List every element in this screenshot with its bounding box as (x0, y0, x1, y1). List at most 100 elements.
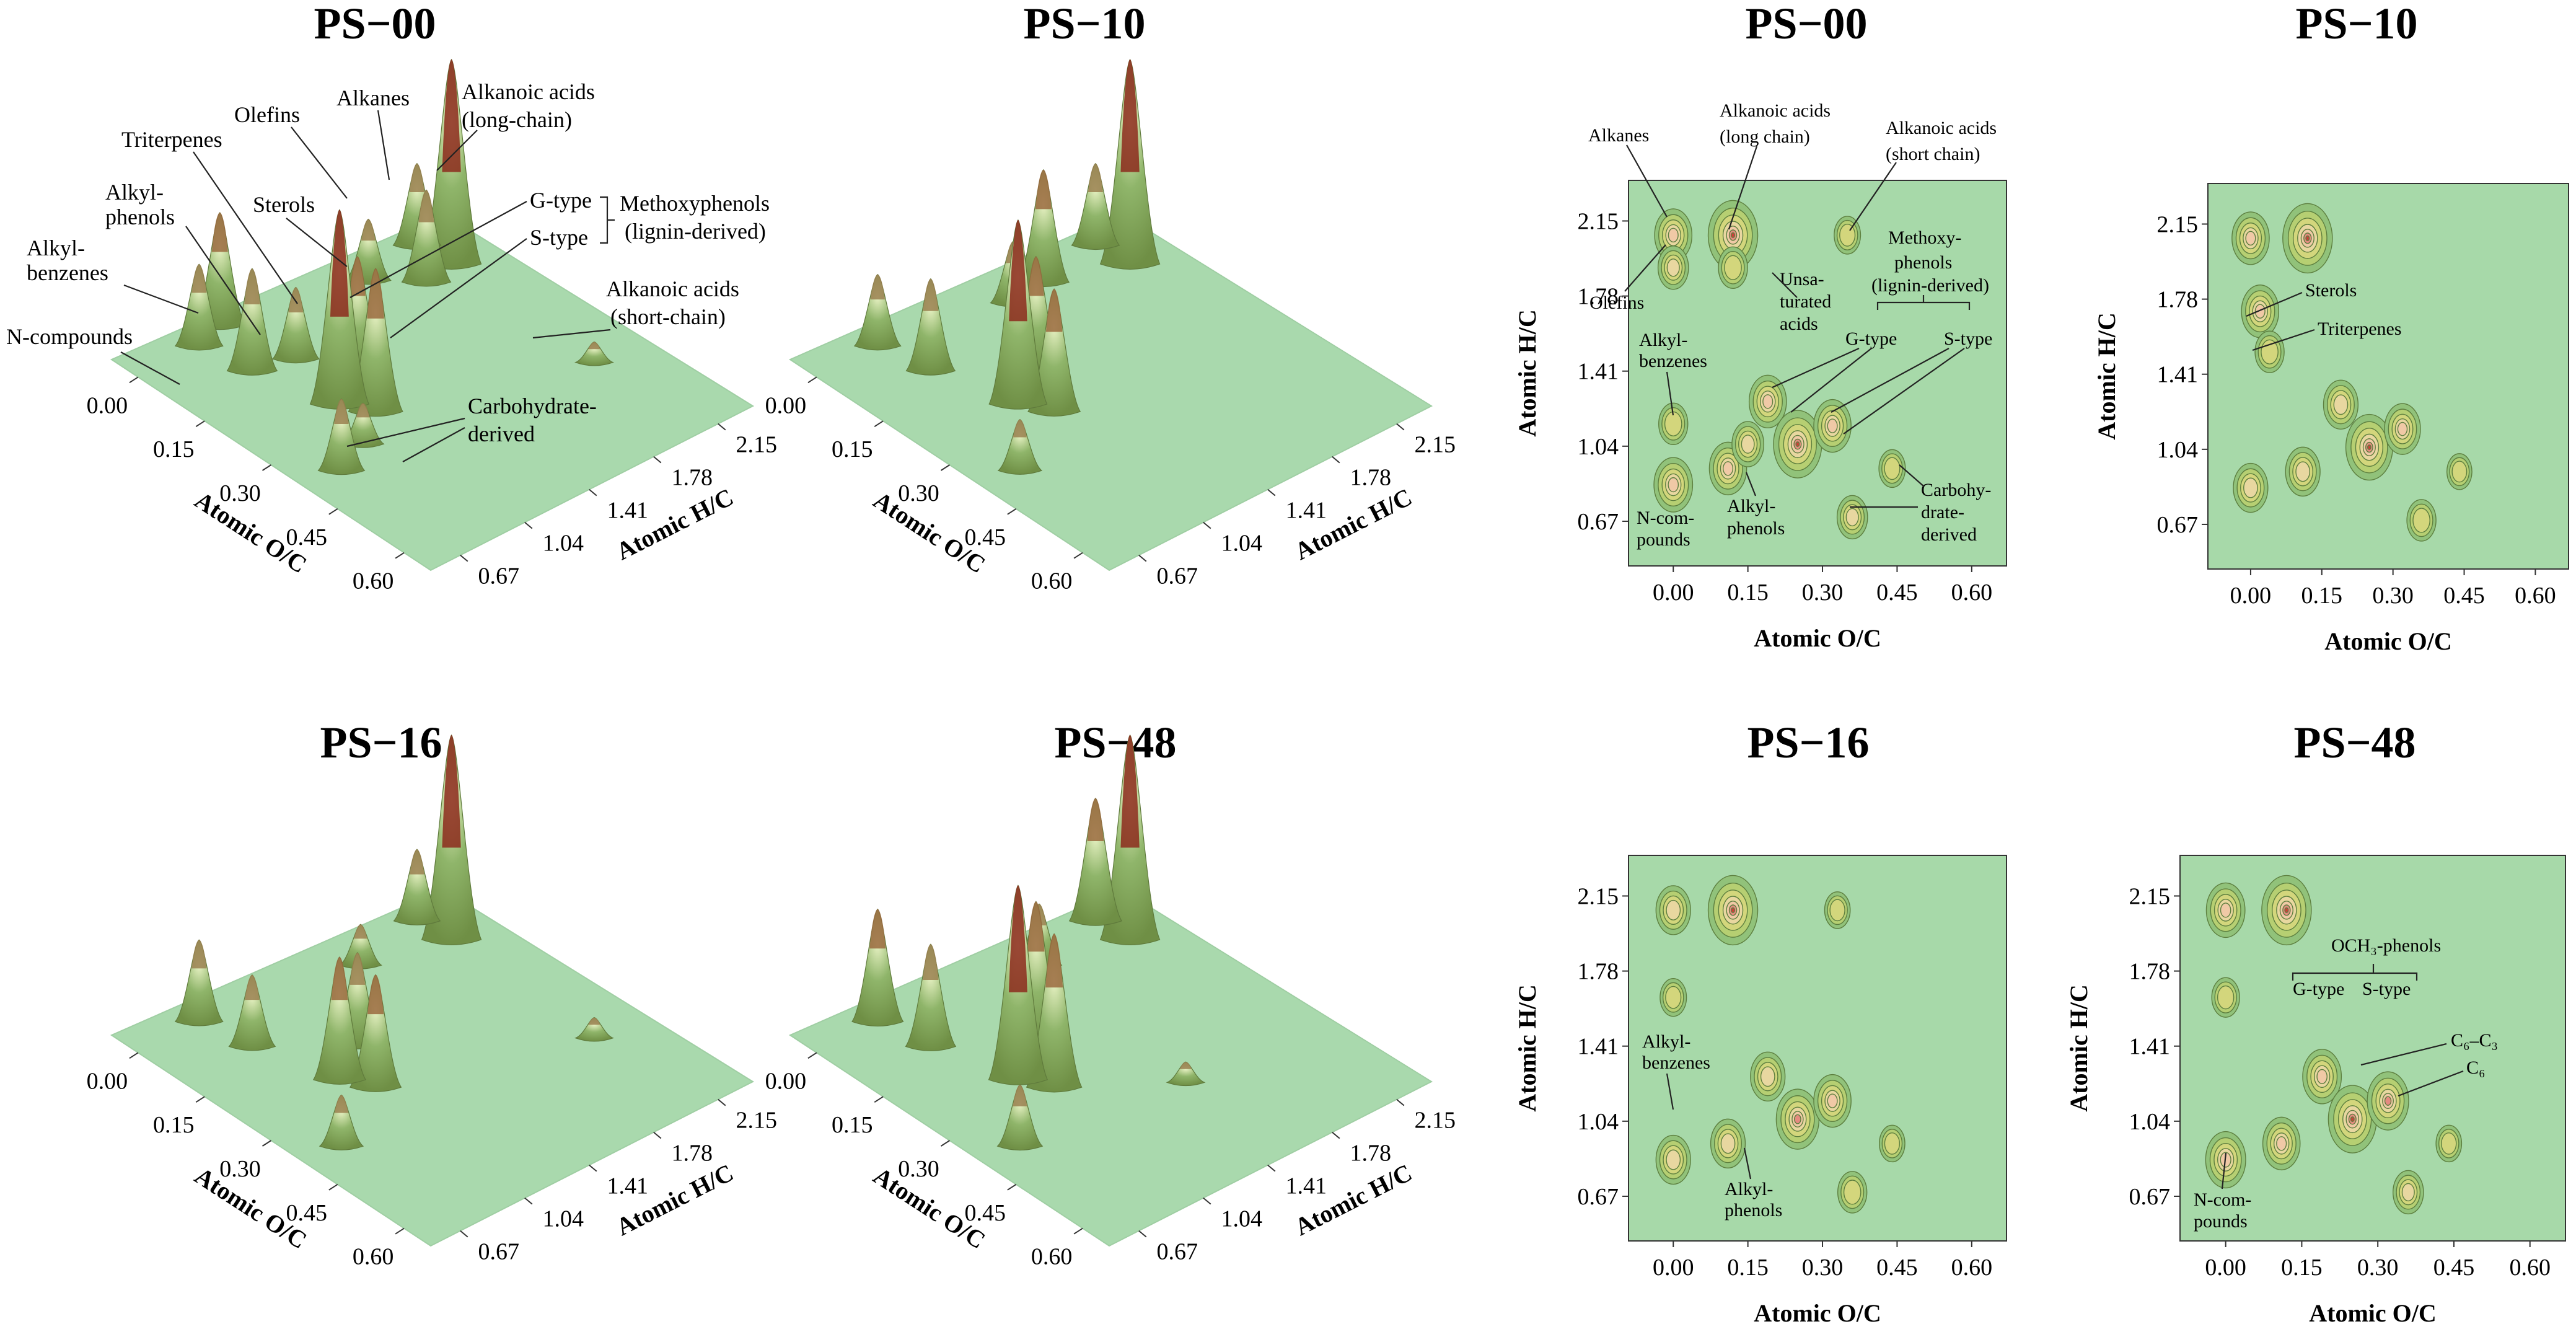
annotation-carbohydrate-2: drate- (1921, 502, 1964, 523)
contour-peak (1707, 875, 1759, 946)
contour-peak (1750, 1051, 1786, 1102)
x-tick-label: 0.00 (765, 1068, 807, 1094)
x-tick-label: 0.00 (87, 1068, 128, 1094)
y-tick-label: 1.04 (1578, 1109, 1619, 1135)
contour-peak (1813, 1074, 1852, 1128)
x-ticks: 0.00 0.15 0.30 0.45 0.60 (87, 392, 394, 594)
x-ticks: 0.00 0.15 0.30 0.45 0.60 (765, 392, 1073, 594)
contour-peak (2231, 211, 2270, 265)
y-axis-label: Atomic H/C (2093, 312, 2121, 440)
y-axis-label: Atomic H/C (1513, 984, 1541, 1112)
contour-peak (1718, 246, 1748, 289)
y-tick-label: 1.78 (672, 1141, 713, 1167)
contour-peak (1878, 449, 1906, 488)
contour-peak (1657, 245, 1689, 290)
contour-peak (2282, 203, 2333, 274)
y-tick-label: 1.41 (1578, 1034, 1619, 1060)
leader-line (402, 427, 465, 462)
y-ticks: 0.67 1.04 1.41 1.78 2.15 (2157, 211, 2199, 538)
annotation-alkylbenzenes-2: benzenes (27, 260, 108, 285)
x-tick-mark (395, 552, 405, 559)
y-tick-label: 1.78 (2129, 959, 2171, 985)
annotation-unsaturated-2: turated (1780, 291, 1831, 312)
leader-line (346, 417, 465, 448)
surface-peak (574, 342, 615, 366)
y-axis-label: Atomic H/C (2065, 984, 2093, 1112)
y-tick-label: 1.78 (1350, 465, 1392, 491)
y-tick-label: 0.67 (2129, 1184, 2171, 1210)
x-tick-label: 0.15 (153, 1112, 195, 1138)
contour-peak (2241, 285, 2280, 338)
x-ticks: 0.00 0.15 0.30 0.45 0.60 (2205, 1255, 2551, 1281)
annotations-contour: Sterols Triterpenes (2246, 280, 2402, 351)
x-tick-mark (1073, 1227, 1083, 1235)
leader-line (2292, 964, 2418, 981)
y-tick-label: 0.67 (1578, 509, 1619, 535)
annotation-sterols: Sterols (2305, 280, 2357, 301)
leader-line (436, 130, 478, 171)
annotation-unsaturated: Unsa- (1780, 269, 1824, 289)
contour-peak (2435, 1124, 2463, 1163)
contour-peak (1655, 1134, 1691, 1185)
y-tick-mark (1203, 1197, 1211, 1205)
surface-peak (174, 263, 224, 351)
leader-line (1743, 1147, 1752, 1180)
x-tick-label: 0.00 (1653, 1255, 1694, 1281)
y-tick-mark (460, 554, 468, 562)
x-ticks: 0.00 0.15 0.30 0.45 0.60 (87, 1068, 394, 1269)
y-tick-label: 1.04 (543, 1206, 584, 1232)
leader-line (2398, 1070, 2464, 1097)
contour-blobs (2205, 875, 2463, 1215)
annotation-alkanes: Alkanes (336, 86, 410, 110)
surface-peak (574, 1017, 615, 1042)
x-tick-label: 0.60 (1951, 580, 1993, 606)
annotation-s-type: S-type (1944, 329, 1992, 349)
contour-plot-area (1628, 180, 2007, 567)
surface-peak (851, 908, 904, 1027)
x-axis-label: Atomic O/C (1754, 1299, 1881, 1327)
annotation-alkanoic-short-2: (short chain) (1886, 144, 1980, 164)
surface-peak (317, 398, 366, 475)
surface-peak (349, 974, 402, 1092)
x-tick-mark (195, 420, 205, 428)
contour-peak (1836, 495, 1868, 540)
annotation-g-type: G-type (1845, 329, 1897, 349)
x-tick-mark (328, 508, 338, 515)
annotation-alkylbenzenes-2: benzenes (1642, 1052, 1710, 1073)
x-tick-label: 0.00 (87, 392, 128, 418)
x-axis-label: Atomic O/C (2309, 1299, 2437, 1327)
panel-title: PS−00 (314, 0, 436, 48)
contour-blobs (2231, 203, 2473, 542)
y-axis-label: Atomic H/C (612, 1158, 738, 1241)
x-ticks: 0.00 0.15 0.30 0.45 0.60 (1653, 580, 1992, 606)
annotation-s-type: S-type (530, 225, 588, 250)
leader-line (349, 201, 527, 298)
y-tick-label: 1.41 (2129, 1034, 2171, 1060)
x-tick-label: 0.60 (1951, 1255, 1993, 1281)
x-tick-label: 0.30 (898, 1156, 939, 1182)
panel-title: PS−10 (1023, 0, 1145, 48)
annotation-lignin-derived: (lignin-derived) (1871, 275, 1989, 296)
x-tick-label: 0.15 (2301, 583, 2343, 609)
x-tick-label: 0.45 (1876, 580, 1918, 606)
panel-3d-ps10: PS−10 0.00 0.15 0.30 0.45 0.60 0.67 1.04… (765, 0, 1456, 594)
contour-peak (1708, 441, 1747, 496)
annotation-triterpenes: Triterpenes (121, 127, 222, 152)
annotation-alkylphenols-2: phenols (105, 205, 175, 229)
y-axis-label: Atomic H/C (612, 483, 738, 565)
annotation-n-compounds: N-com- (2194, 1189, 2251, 1210)
leader-line (1831, 348, 1950, 413)
y-tick-label: 1.04 (2157, 437, 2199, 463)
x-tick-label: 0.60 (1031, 1244, 1073, 1270)
x-tick-label: 0.45 (1876, 1255, 1918, 1281)
y-tick-label: 2.15 (736, 1108, 778, 1134)
leader-line (1899, 464, 1925, 487)
annotation-alkanoic-long-2: (long-chain) (462, 107, 572, 132)
leader-line (123, 284, 199, 314)
y-tick-label: 1.41 (1286, 1173, 1327, 1199)
y-tick-label: 1.78 (1350, 1141, 1392, 1167)
y-tick-label: 0.67 (1157, 563, 1198, 589)
surface-peak (1099, 734, 1161, 945)
surface-peak (174, 939, 224, 1026)
x-tick-mark (940, 464, 951, 471)
